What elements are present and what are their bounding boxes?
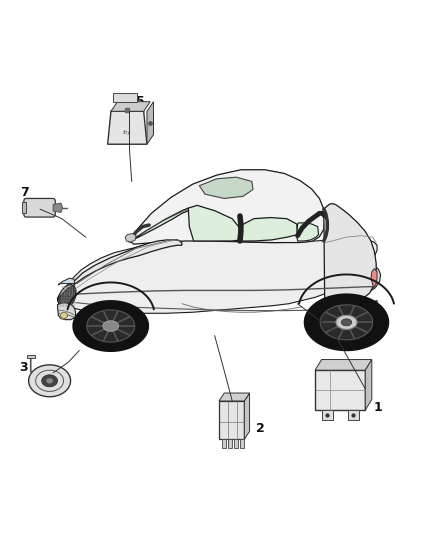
Text: 1: 1	[374, 401, 383, 414]
Polygon shape	[219, 393, 250, 401]
Bar	[207, 232, 216, 237]
Polygon shape	[341, 319, 352, 326]
Polygon shape	[320, 305, 373, 340]
Polygon shape	[324, 204, 376, 302]
Bar	[315, 370, 365, 410]
Bar	[277, 230, 286, 235]
Polygon shape	[46, 378, 53, 383]
Polygon shape	[240, 217, 297, 241]
Bar	[228, 439, 232, 448]
Bar	[234, 439, 238, 448]
Polygon shape	[315, 360, 372, 370]
Bar	[219, 401, 244, 439]
Polygon shape	[304, 294, 389, 350]
Bar	[222, 439, 226, 448]
Text: 5: 5	[136, 95, 145, 108]
Bar	[348, 410, 359, 419]
Polygon shape	[57, 239, 377, 313]
Polygon shape	[365, 360, 372, 410]
Polygon shape	[42, 375, 57, 387]
Bar	[21, 203, 26, 213]
Polygon shape	[297, 223, 318, 241]
Polygon shape	[73, 301, 148, 351]
Polygon shape	[343, 264, 381, 293]
Polygon shape	[57, 303, 76, 320]
Polygon shape	[336, 316, 357, 329]
FancyBboxPatch shape	[24, 198, 55, 217]
Polygon shape	[130, 169, 325, 244]
Polygon shape	[111, 102, 150, 111]
Polygon shape	[125, 233, 136, 242]
Polygon shape	[53, 203, 63, 213]
Polygon shape	[371, 269, 377, 288]
Polygon shape	[147, 102, 153, 144]
Bar	[240, 439, 244, 448]
Polygon shape	[103, 321, 119, 332]
Polygon shape	[108, 111, 147, 144]
Polygon shape	[244, 393, 250, 439]
Polygon shape	[199, 177, 253, 198]
Polygon shape	[58, 278, 75, 285]
Text: 3: 3	[19, 361, 28, 374]
Text: 7: 7	[20, 185, 29, 199]
Polygon shape	[27, 356, 35, 359]
Polygon shape	[353, 301, 377, 316]
Polygon shape	[28, 365, 71, 397]
Bar	[321, 410, 332, 419]
Bar	[113, 93, 137, 102]
Polygon shape	[60, 312, 67, 319]
Text: 2: 2	[256, 422, 265, 435]
Polygon shape	[58, 286, 76, 307]
Text: foy: foy	[123, 130, 131, 135]
Polygon shape	[57, 285, 76, 310]
Polygon shape	[188, 205, 241, 241]
Polygon shape	[130, 208, 188, 241]
Polygon shape	[87, 310, 135, 342]
Polygon shape	[60, 240, 182, 298]
